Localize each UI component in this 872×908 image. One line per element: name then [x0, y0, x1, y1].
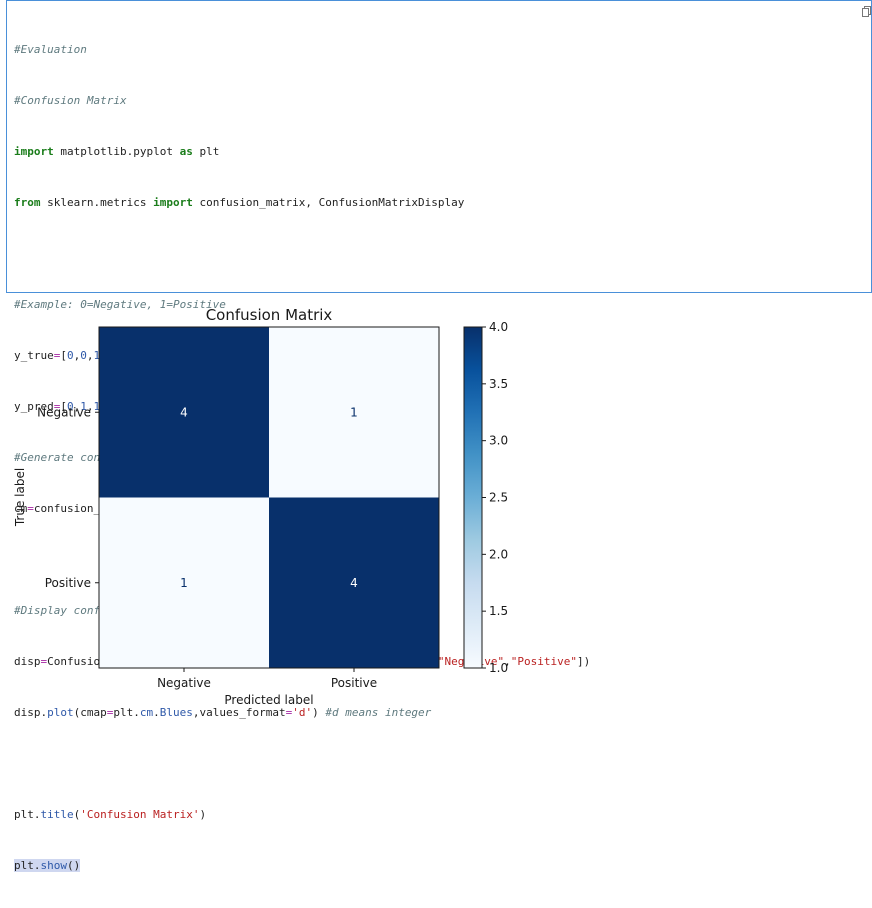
matrix-cell — [269, 327, 439, 498]
matrix-cell — [269, 497, 439, 668]
colorbar — [463, 326, 483, 669]
code-cell[interactable]: #Evaluation #Confusion Matrix import mat… — [6, 0, 872, 872]
x-tick-label: Negative — [157, 676, 211, 690]
matrix-cell — [99, 497, 269, 668]
chart-title: Confusion Matrix — [206, 306, 333, 324]
copy-icon[interactable] — [862, 6, 871, 17]
plot-frame — [98, 326, 440, 669]
confusion-matrix-chart: Confusion Matrix 4 1 1 4 Negative Positive Ne… — [13, 306, 508, 707]
colorbar-tick-label: 1.5 — [489, 604, 508, 618]
cell-output: Confusion Matrix 4 1 1 4 Negative Positive Ne… — [0, 293, 872, 718]
code-line: #Evaluation — [14, 43, 87, 56]
code-line: #Example: 0=Negative, 1=Positive — [14, 298, 226, 311]
code-line: from sklearn.metrics import confusion_ma… — [14, 196, 465, 209]
cell-value-label: 1 — [180, 576, 188, 590]
y-tick-label: Positive — [45, 576, 91, 590]
code-line — [14, 755, 590, 772]
matrix-cell — [99, 327, 269, 498]
code-line: disp.plot(cmap=plt.cm.Blues,values_forma… — [14, 706, 432, 719]
x-tick-label: Positive — [331, 676, 377, 690]
colorbar-tick-label: 1.0 — [489, 661, 508, 675]
code-line: #Confusion Matrix — [14, 94, 127, 107]
code-line: plt.show() — [14, 859, 81, 872]
colorbar-tick-label: 2.0 — [489, 547, 508, 561]
colorbar-tick-label: 3.0 — [489, 434, 508, 448]
code-line: import matplotlib.pyplot as plt — [14, 145, 220, 158]
cell-value-label: 4 — [350, 576, 358, 590]
colorbar-tick-label: 3.5 — [489, 377, 508, 391]
y-axis-label: True label — [13, 468, 27, 527]
x-axis-label: Predicted label — [224, 693, 313, 707]
colorbar-tick-label: 2.5 — [489, 491, 508, 505]
cell-value-label: 4 — [180, 405, 188, 419]
code-line: plt.title('Confusion Matrix') — [14, 808, 207, 821]
colorbar-tick-label: 4.0 — [489, 320, 508, 334]
code-line — [14, 245, 590, 262]
cell-value-label: 1 — [350, 405, 358, 419]
y-tick-label: Negative — [37, 405, 91, 419]
